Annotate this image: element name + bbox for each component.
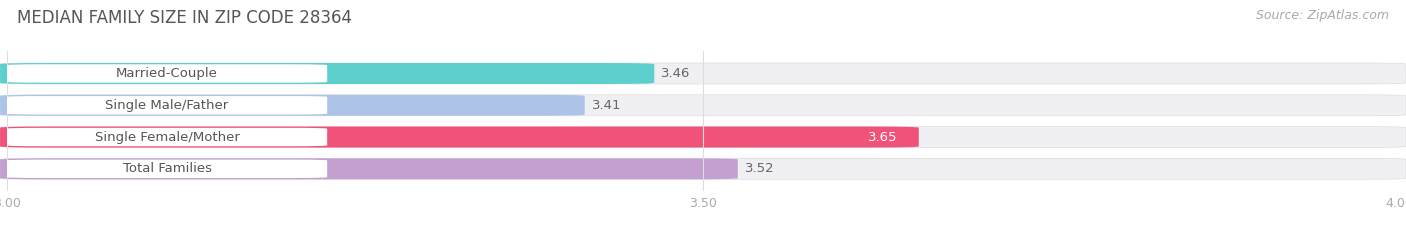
- Text: 3.65: 3.65: [869, 130, 898, 144]
- Text: MEDIAN FAMILY SIZE IN ZIP CODE 28364: MEDIAN FAMILY SIZE IN ZIP CODE 28364: [17, 9, 352, 27]
- FancyBboxPatch shape: [0, 95, 1406, 116]
- Text: Married-Couple: Married-Couple: [117, 67, 218, 80]
- Text: Single Male/Father: Single Male/Father: [105, 99, 229, 112]
- FancyBboxPatch shape: [7, 64, 328, 83]
- Text: 3.52: 3.52: [745, 162, 775, 175]
- FancyBboxPatch shape: [0, 158, 738, 179]
- FancyBboxPatch shape: [0, 127, 918, 147]
- FancyBboxPatch shape: [0, 63, 654, 84]
- FancyBboxPatch shape: [0, 95, 585, 116]
- Text: 3.46: 3.46: [661, 67, 690, 80]
- Text: 3.41: 3.41: [592, 99, 621, 112]
- FancyBboxPatch shape: [7, 96, 328, 114]
- Text: Total Families: Total Families: [122, 162, 212, 175]
- FancyBboxPatch shape: [0, 158, 1406, 179]
- FancyBboxPatch shape: [7, 128, 328, 146]
- Text: Single Female/Mother: Single Female/Mother: [94, 130, 239, 144]
- FancyBboxPatch shape: [7, 160, 328, 178]
- FancyBboxPatch shape: [0, 127, 1406, 147]
- Text: Source: ZipAtlas.com: Source: ZipAtlas.com: [1256, 9, 1389, 22]
- FancyBboxPatch shape: [0, 63, 1406, 84]
